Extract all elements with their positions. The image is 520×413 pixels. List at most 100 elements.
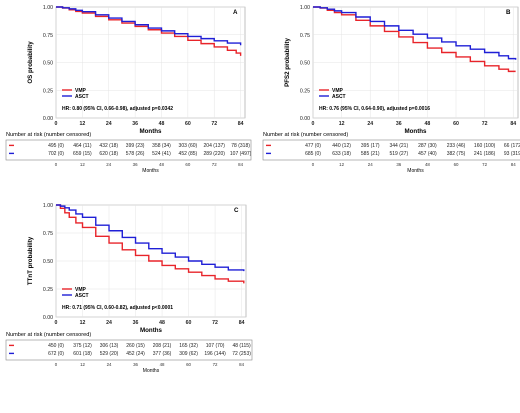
x-tick-label: 84: [238, 121, 244, 127]
risk-table-cell: 66 (172): [504, 143, 520, 149]
y-tick-label: 0.75: [43, 231, 53, 237]
risk-table-cell: 464 (11): [73, 143, 92, 149]
risk-x-tick-label: 60: [186, 362, 191, 367]
x-tick-label: 0: [55, 121, 58, 127]
risk-table-cell: 289 (220): [204, 151, 226, 157]
panel-b: 0.00 0.25 0.50 0.75 1.00 0 12 24 36 48 60 72 84 Month…: [262, 5, 520, 174]
y-tick-label: 0.25: [43, 287, 53, 293]
y-tick-label: 0.00: [300, 116, 310, 122]
risk-table-cell: 620 (18): [99, 151, 118, 157]
risk-x-tick-label: 24: [107, 362, 112, 367]
risk-table-cell: 382 (75): [447, 151, 466, 157]
risk-table-cell: 519 (27): [390, 151, 409, 157]
risk-table-cell: 452 (85): [179, 151, 198, 157]
risk-table-cell: 165 (32): [179, 343, 198, 349]
x-tick-label: 48: [425, 121, 431, 127]
y-tick-label: 1.00: [43, 5, 53, 11]
risk-table-cell: 452 (24): [126, 351, 145, 357]
risk-table-cell: 440 (12): [332, 143, 351, 149]
x-tick-label: 84: [239, 320, 245, 326]
risk-x-axis-title: Months: [143, 368, 160, 374]
y-axis-title: PFS2 probability: [284, 38, 291, 87]
risk-x-tick-label: 48: [159, 162, 164, 167]
panel-letter: C: [234, 207, 239, 214]
x-tick-label: 24: [367, 121, 373, 127]
risk-table-title: Number at risk (number censored): [263, 132, 348, 138]
x-tick-label: 0: [55, 320, 58, 326]
risk-table-cell: 395 (17): [361, 143, 380, 149]
x-tick-label: 24: [106, 320, 112, 326]
x-tick-label: 12: [80, 320, 86, 326]
risk-table-title: Number at risk (number censored): [6, 132, 91, 138]
risk-x-tick-label: 60: [185, 162, 190, 167]
risk-table-cell: 685 (0): [305, 151, 321, 157]
risk-x-tick-label: 0: [312, 162, 315, 167]
legend-label: VMP: [75, 287, 87, 293]
risk-table-cell: 585 (21): [361, 151, 380, 157]
x-axis-title: Months: [140, 327, 163, 334]
x-tick-label: 0: [312, 121, 315, 127]
legend-label: VMP: [332, 88, 344, 94]
x-tick-label: 48: [159, 121, 165, 127]
risk-table-cell: 72 (253): [232, 351, 251, 357]
risk-table-cell: 457 (40): [418, 151, 437, 157]
series-line-asct: [56, 204, 245, 272]
risk-table-cell: 303 (60): [179, 143, 198, 149]
risk-x-tick-label: 24: [368, 162, 373, 167]
hr-annotation: HR: 0.76 (95% CI, 0.64-0.90), adjusted p…: [319, 106, 430, 112]
risk-x-tick-label: 84: [239, 362, 244, 367]
x-tick-label: 84: [510, 121, 516, 127]
y-tick-label: 0.75: [300, 33, 310, 39]
risk-table-cell: 702 (0): [48, 151, 64, 157]
risk-table-cell: 578 (26): [126, 151, 145, 157]
risk-table-cell: 93 (319): [504, 151, 520, 157]
risk-table-cell: 107 (70): [206, 343, 225, 349]
legend-label: VMP: [75, 88, 87, 94]
risk-table-title: Number at risk (number censored): [6, 332, 91, 338]
y-tick-label: 0.00: [43, 315, 53, 321]
y-tick-label: 0.50: [43, 259, 53, 265]
panel-a: 0.00 0.25 0.50 0.75 1.00 0 12 24 36 48 60 72 84 Month…: [5, 5, 252, 174]
risk-x-tick-label: 84: [238, 162, 243, 167]
risk-table-cell: 477 (0): [305, 143, 321, 149]
x-tick-label: 12: [79, 121, 85, 127]
risk-x-tick-label: 24: [106, 162, 111, 167]
risk-table-cell: 160 (100): [474, 143, 496, 149]
hr-annotation: HR: 0.80 (95% CI, 0.66-0.98), adjusted p…: [62, 106, 173, 112]
risk-table-cell: 524 (41): [152, 151, 171, 157]
x-tick-label: 72: [482, 121, 488, 127]
risk-table-cell: 204 (137): [204, 143, 226, 149]
series-line-asct: [313, 6, 517, 60]
x-tick-label: 60: [453, 121, 459, 127]
x-tick-label: 36: [133, 320, 139, 326]
y-axis-title: TTnT probability: [27, 236, 34, 285]
risk-x-tick-label: 0: [55, 362, 58, 367]
risk-x-tick-label: 84: [511, 162, 516, 167]
risk-x-tick-label: 12: [339, 162, 344, 167]
risk-table-cell: 529 (20): [100, 351, 119, 357]
y-tick-label: 0.00: [43, 116, 53, 122]
risk-x-tick-label: 72: [213, 362, 218, 367]
x-axis-title: Months: [140, 128, 163, 135]
risk-table-cell: 306 (13): [100, 343, 119, 349]
risk-table-cell: 233 (46): [447, 143, 466, 149]
risk-table-cell: 633 (18): [332, 151, 351, 157]
x-tick-label: 36: [132, 121, 138, 127]
y-tick-label: 0.50: [43, 61, 53, 67]
panel-letter: B: [506, 9, 511, 16]
risk-table-cell: 377 (36): [153, 351, 172, 357]
risk-x-tick-label: 36: [133, 162, 138, 167]
risk-x-axis-title: Months: [407, 168, 424, 174]
risk-table-frame: [262, 139, 520, 161]
risk-table-frame: [5, 139, 252, 161]
risk-table-cell: 399 (23): [126, 143, 145, 149]
x-tick-label: 48: [159, 320, 165, 326]
y-tick-label: 0.25: [43, 88, 53, 94]
panel-c: 0.00 0.25 0.50 0.75 1.00 0 12 24 36 48 60 72 84 Month…: [5, 203, 253, 374]
x-tick-label: 72: [211, 121, 217, 127]
risk-table-cell: 601 (18): [73, 351, 92, 357]
x-axis-title: Months: [405, 128, 428, 135]
y-tick-label: 0.75: [43, 33, 53, 39]
risk-x-tick-label: 48: [160, 362, 165, 367]
